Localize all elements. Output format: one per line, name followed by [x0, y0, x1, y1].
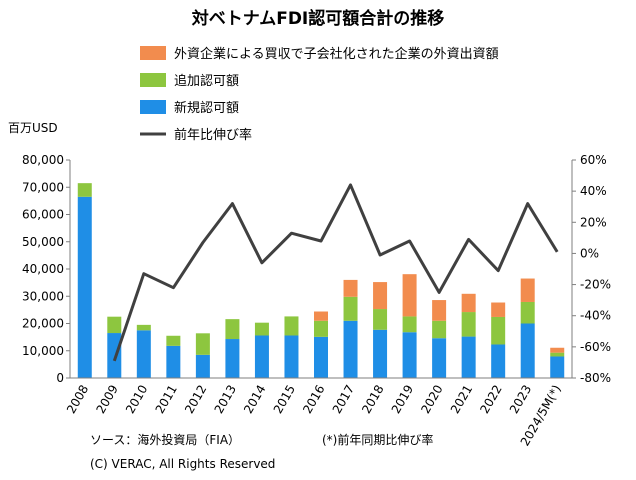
x-tick-label: 2022 [477, 383, 504, 416]
x-tick-label: 2014 [241, 383, 268, 416]
y-tick-label: 50,000 [22, 235, 64, 249]
y2-tick-label: 0% [580, 246, 599, 260]
x-tick-label: 2016 [300, 383, 327, 416]
bar-additional [77, 183, 92, 197]
x-tick-label: 2012 [182, 383, 209, 416]
legend-swatch-additional [140, 73, 166, 87]
bar-additional [195, 333, 210, 355]
y2-tick-label: -60% [580, 340, 611, 354]
bar-additional [520, 301, 535, 324]
bar-new [166, 345, 181, 378]
footnote: (*)前年同期比伸び率 [322, 432, 433, 447]
y2-tick-label: 40% [580, 184, 607, 198]
y-tick-label: 40,000 [22, 262, 64, 276]
bar-new [107, 333, 122, 378]
bar-additional [166, 335, 181, 346]
chart-title: 対ベトナムFDI認可額合計の推移 [191, 8, 445, 29]
x-tick-label: 2011 [153, 383, 180, 416]
bar-new [432, 338, 447, 378]
y2-axis-ticks: -80% -60% -40% -20% 0% 20% 40% 60% [572, 153, 611, 385]
x-tick-label: 2018 [359, 383, 386, 416]
bar-acquisition [343, 279, 358, 297]
bar-additional [284, 316, 299, 336]
legend-label-additional: 追加認可額 [174, 73, 239, 89]
y-tick-label: 30,000 [22, 289, 64, 303]
x-tick-label: 2020 [418, 383, 445, 416]
bars [77, 183, 565, 378]
bar-new [136, 330, 151, 378]
y-tick-label: 0 [56, 371, 64, 385]
bar-acquisition [491, 302, 506, 317]
legend-swatch-new [140, 100, 166, 114]
bar-new [195, 354, 210, 378]
growth-line-path [112, 183, 559, 362]
bar-new [314, 336, 328, 378]
legend-label-growth: 前年比伸び率 [174, 127, 252, 143]
x-tick-label: 2010 [123, 383, 150, 416]
x-tick-label: 2023 [507, 383, 534, 416]
bar-new [491, 344, 506, 378]
bar-additional [314, 320, 328, 337]
bar-acquisition [373, 282, 388, 310]
y2-tick-label: -40% [580, 309, 611, 323]
bar-new [225, 339, 240, 378]
legend-swatch-acquisition [140, 46, 166, 60]
bar-additional [550, 352, 565, 357]
y-tick-label: 10,000 [22, 344, 64, 358]
copyright: (C) VERAC, All Rights Reserved [90, 457, 275, 471]
bar-acquisition [432, 300, 447, 321]
y-tick-label: 60,000 [22, 208, 64, 222]
bar-new [77, 196, 92, 378]
x-tick-label: 2013 [212, 383, 239, 416]
y-axis-unit: 百万USD [8, 121, 58, 135]
y2-tick-label: -20% [580, 278, 611, 292]
bar-new [402, 332, 417, 378]
bar-additional [343, 296, 358, 321]
y-tick-label: 70,000 [22, 180, 64, 194]
bar-new [461, 336, 476, 378]
legend-label-new: 新規認可額 [174, 100, 239, 116]
bar-new [550, 356, 565, 378]
bar-additional [254, 322, 269, 336]
y-axis-ticks: 0 10,000 20,000 30,000 40,000 50,000 60,000 70,… [22, 153, 70, 385]
bar-additional [225, 319, 240, 340]
y-tick-label: 20,000 [22, 317, 64, 331]
bar-additional [432, 320, 447, 339]
y2-tick-label: 60% [580, 153, 607, 167]
bar-new [520, 323, 535, 378]
x-tick-label: 2021 [448, 383, 475, 416]
bar-acquisition [402, 274, 417, 317]
x-tick-label: 2015 [271, 383, 298, 416]
bar-additional [107, 316, 122, 334]
bar-acquisition [520, 278, 535, 302]
bar-additional [461, 312, 476, 337]
bar-new [284, 335, 299, 378]
bar-acquisition [550, 347, 565, 353]
bar-acquisition [314, 311, 328, 321]
x-tick-label: 2017 [330, 383, 357, 416]
y-tick-label: 80,000 [22, 153, 64, 167]
bar-additional [373, 309, 388, 330]
bar-new [373, 329, 388, 378]
bar-additional [136, 324, 151, 331]
y2-tick-label: 20% [580, 215, 607, 229]
bar-new [254, 335, 269, 378]
growth-line [112, 183, 559, 362]
bar-additional [402, 316, 417, 333]
source-note: ソース：海外投資局（FIA） [90, 432, 240, 447]
bar-acquisition [461, 293, 476, 313]
legend: 外資企業による買収で子会社化された企業の外資出資額 追加認可額 新規認可額 前年… [140, 46, 499, 143]
x-tick-label: 2008 [64, 383, 91, 416]
legend-label-acquisition: 外資企業による買収で子会社化された企業の外資出資額 [174, 46, 499, 62]
bar-new [343, 320, 358, 378]
y2-tick-label: -80% [580, 371, 611, 385]
bar-additional [491, 316, 506, 345]
x-tick-label: 2019 [389, 383, 416, 416]
x-tick-label: 2009 [93, 383, 120, 416]
